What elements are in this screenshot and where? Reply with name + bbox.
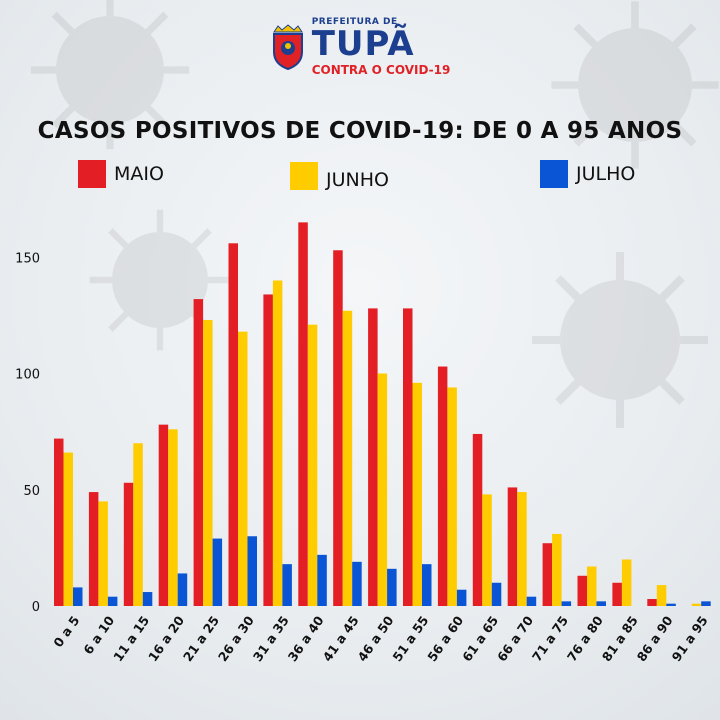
campaign-subtitle: CONTRA O COVID-19 <box>311 63 451 77</box>
bar-julho-5 <box>247 536 257 606</box>
bar-maio-6 <box>263 294 273 606</box>
bar-junho-5 <box>238 331 248 606</box>
bar-maio-8 <box>333 250 343 606</box>
bar-junho-13 <box>517 492 527 606</box>
prefeitura-label: PREFEITURA DE <box>311 17 398 27</box>
legend-label-julho: JULHO <box>576 163 636 185</box>
bar-julho-4 <box>212 538 223 606</box>
y-tick-label-3: 150 <box>15 251 40 266</box>
bar-maio-17 <box>647 599 657 606</box>
bar-julho-10 <box>422 564 432 606</box>
virus-background-icon <box>89 209 231 351</box>
bar-junho-0 <box>63 452 73 606</box>
bar-junho-10 <box>412 382 422 606</box>
city-crest-icon <box>272 24 303 70</box>
bar-julho-12 <box>491 582 502 606</box>
bar-junho-12 <box>482 494 492 606</box>
bar-maio-9 <box>368 308 378 606</box>
bar-julho-11 <box>456 589 467 606</box>
bar-julho-2 <box>142 592 153 606</box>
bar-maio-1 <box>88 492 99 606</box>
x-tick-label-0: 0 a 5 <box>50 613 82 650</box>
bar-junho-8 <box>342 310 353 606</box>
legend-item-maio: MAIO <box>78 160 164 188</box>
bar-maio-16 <box>612 582 622 606</box>
legend-swatch-maio <box>78 160 106 188</box>
bar-julho-9 <box>387 568 397 606</box>
bar-maio-10 <box>403 308 413 606</box>
virus-background-icon <box>532 252 708 428</box>
logo: PREFEITURA DE TUPÃ CONTRA O COVID-19 <box>270 17 451 77</box>
bar-julho-3 <box>177 573 188 606</box>
virus-background-icon <box>30 0 190 150</box>
chart-title: CASOS POSITIVOS DE COVID-19: DE 0 A 95 A… <box>37 118 683 144</box>
x-tick-label-18: 91 a 95 <box>669 613 711 664</box>
bar-junho-16 <box>621 559 632 606</box>
bar-junho-2 <box>133 443 143 606</box>
bar-julho-8 <box>352 561 362 606</box>
header: PREFEITURA DE TUPÃ CONTRA O COVID-19 <box>0 18 720 76</box>
legend-label-junho: JUNHO <box>326 169 389 191</box>
bar-maio-15 <box>577 575 587 606</box>
legend-swatch-julho <box>540 160 568 188</box>
bar-junho-9 <box>377 373 388 606</box>
bar-julho-1 <box>107 596 118 606</box>
x-tick-label-1: 6 a 10 <box>80 613 117 657</box>
city-name: TUPÃ <box>311 24 415 64</box>
bar-maio-14 <box>542 543 553 606</box>
bar-julho-15 <box>596 601 606 606</box>
bar-julho-6 <box>282 564 292 606</box>
y-tick-label-2: 100 <box>15 368 40 383</box>
bar-julho-17 <box>666 603 676 606</box>
legend-swatch-junho <box>290 162 318 190</box>
bar-julho-0 <box>73 587 83 606</box>
bar-maio-0 <box>54 438 64 606</box>
bar-maio-11 <box>437 366 448 606</box>
bar-maio-5 <box>228 243 238 607</box>
bar-julho-18 <box>701 601 711 606</box>
bar-junho-1 <box>98 501 108 606</box>
bar-maio-4 <box>193 299 204 606</box>
legend-label-maio: MAIO <box>114 163 164 185</box>
bar-maio-2 <box>123 482 134 606</box>
bar-junho-14 <box>552 533 562 606</box>
bar-junho-11 <box>447 387 457 606</box>
legend-item-julho: JULHO <box>540 160 635 188</box>
bar-julho-7 <box>317 554 327 606</box>
bar-junho-17 <box>656 585 667 606</box>
y-tick-label-0: 0 <box>32 600 40 615</box>
bar-julho-14 <box>561 601 572 606</box>
bar-julho-13 <box>526 596 537 606</box>
bar-junho-7 <box>307 324 318 606</box>
y-tick-label-1: 50 <box>23 484 40 499</box>
bar-maio-7 <box>298 222 308 606</box>
bar-junho-4 <box>203 320 213 606</box>
bar-maio-3 <box>158 424 169 606</box>
legend-item-junho: JUNHO <box>290 162 389 191</box>
bar-junho-18 <box>691 603 702 606</box>
bar-junho-6 <box>272 280 283 606</box>
bar-junho-3 <box>168 429 178 606</box>
bar-junho-15 <box>587 566 597 606</box>
bar-maio-13 <box>507 487 518 606</box>
virus-background-icon <box>551 1 719 169</box>
bar-maio-12 <box>472 433 483 606</box>
